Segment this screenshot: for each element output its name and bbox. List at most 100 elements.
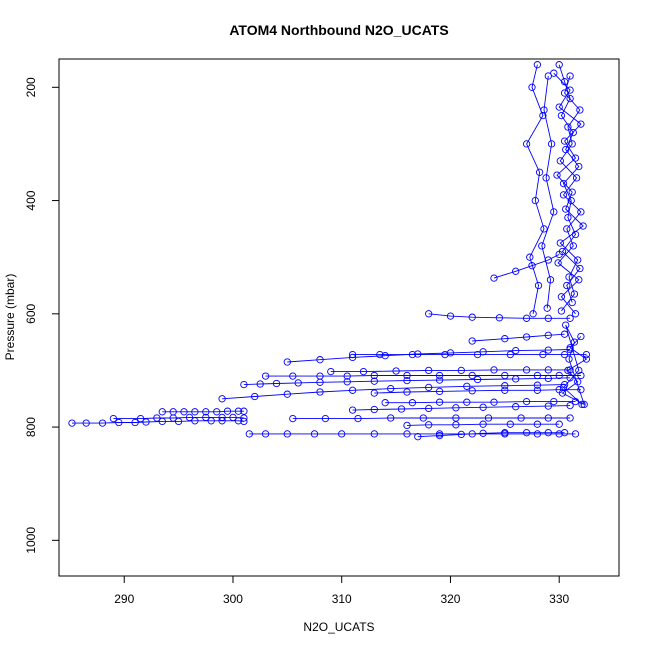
data-point [564,366,572,375]
data-point [218,395,226,403]
x-axis-label: N2O_UCATS [303,620,374,634]
data-point [283,358,291,366]
series-10 [381,397,580,407]
data-point [559,179,568,188]
data-point [169,408,177,416]
data-point [566,401,574,410]
data-point [115,418,123,427]
data-point [234,407,243,415]
data-point [261,372,270,380]
data-point [560,330,569,338]
data-point [82,419,90,427]
data-point [316,372,324,380]
data-point [387,384,395,393]
x-tick-label: 290 [114,592,134,606]
series-20 [550,69,587,315]
data-point [555,61,563,69]
data-point [559,383,568,392]
data-point [452,421,460,429]
data-point [577,120,585,128]
data-point [522,314,531,322]
data-point [294,379,302,387]
data-point [501,335,509,343]
series-17 [370,386,585,397]
x-axis: 290 300 310 320 330 [114,576,570,606]
series-24 [538,72,558,312]
data-point [522,366,531,374]
data-point [567,196,575,205]
data-point [550,397,558,406]
data-point [185,413,194,422]
data-point [397,405,406,413]
data-point [261,430,270,438]
data-point [354,414,362,423]
data-point [370,389,378,397]
data-point [348,406,357,414]
data-point [556,239,564,247]
series-14 [468,330,569,345]
data-point [457,366,465,375]
data-point [550,208,558,216]
data-point [580,400,588,409]
data-point [538,242,546,250]
data-point [403,371,411,380]
chart-title: ATOM4 Northbound N2O_UCATS [229,22,448,38]
series-line [558,64,581,303]
data-point [582,355,591,363]
data-point [557,293,566,301]
data-point [533,371,542,380]
data-point [579,222,587,230]
data-point [535,168,544,176]
data-point [343,372,351,380]
y-tick-label: 1000 [24,527,38,554]
data-point [419,414,427,422]
data-point [542,174,550,182]
data-point [544,414,552,422]
data-point [425,404,433,413]
data-point [543,304,551,312]
data-point [564,213,572,222]
data-point [571,154,580,162]
data-point [435,376,444,384]
data-point [441,350,449,359]
data-point [531,196,539,205]
data-point [546,276,555,284]
data-point [289,414,297,423]
series-line [292,417,571,420]
data-point [348,353,357,362]
data-point [571,430,580,438]
data-point [501,382,509,390]
data-point [229,413,237,422]
data-point [180,408,188,416]
x-tick-label: 310 [332,592,352,606]
data-point [533,430,542,438]
series-line [222,384,565,400]
data-point [544,429,552,437]
data-point [501,386,509,394]
data-point [544,331,552,339]
data-point [359,367,368,376]
data-point [256,380,264,388]
series-21 [554,72,585,318]
data-point [529,310,537,318]
series-layer [68,61,591,441]
data-point [576,264,584,273]
data-point [473,375,482,384]
series-line [541,75,555,309]
data-point [547,140,556,148]
data-point [577,371,585,380]
data-point [533,420,542,428]
data-point [468,337,476,345]
data-point [572,174,581,182]
data-point [479,420,487,428]
series-1 [109,413,248,423]
data-point [283,390,291,398]
data-point [98,419,107,427]
data-point [558,247,567,256]
data-point [435,431,444,440]
data-point [564,123,572,131]
data-point [425,310,433,318]
data-point [571,310,580,318]
data-point [202,408,210,416]
data-point [575,366,583,375]
